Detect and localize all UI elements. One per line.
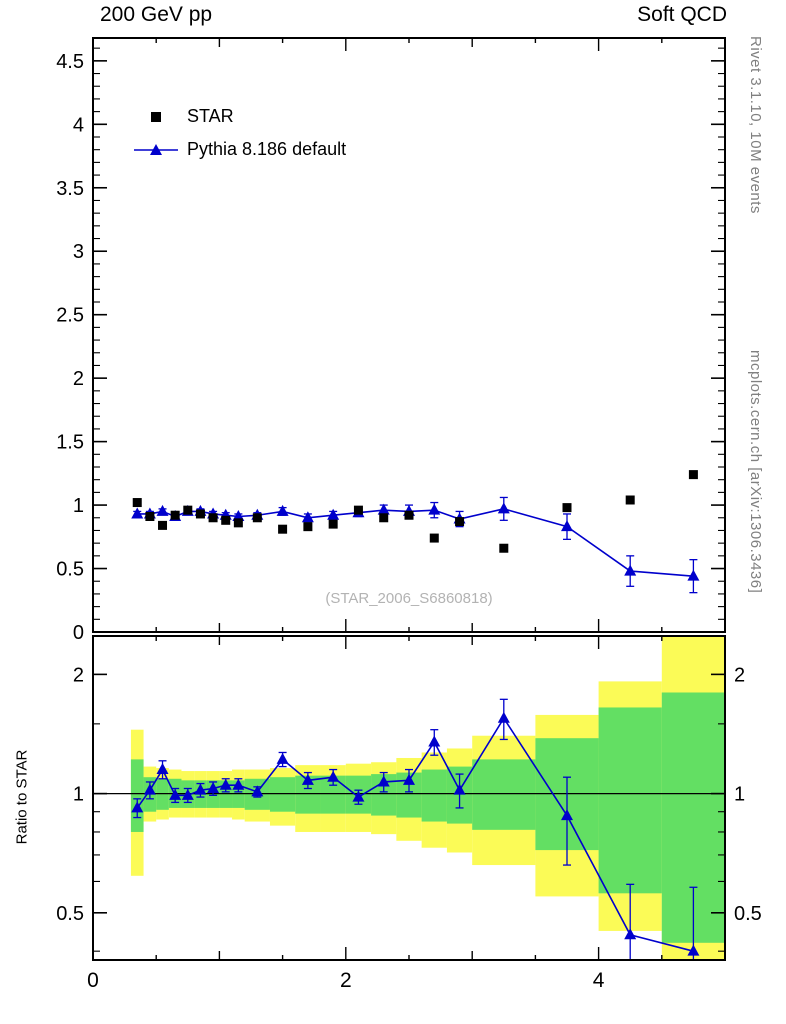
svg-text:4: 4 [593,969,605,992]
svg-text:1: 1 [73,495,84,517]
svg-text:0: 0 [73,622,84,644]
pythia-marker-icon [134,143,178,155]
svg-text:0: 0 [87,969,99,992]
legend-item-star: STAR [134,100,346,133]
mcplots-reference-label: mcplots.cern.ch [arXiv:1306.3436] [747,350,764,594]
svg-text:2: 2 [734,664,745,686]
svg-text:4: 4 [73,114,84,136]
process-label: Soft QCD [637,3,727,26]
svg-text:3.5: 3.5 [56,178,84,200]
svg-text:2.5: 2.5 [56,305,84,327]
svg-text:0.5: 0.5 [734,903,762,925]
svg-text:2: 2 [73,368,84,390]
axis-ticks: 0 0.5 1 1.5 2 2.5 3 3.5 4 4.5 0.5 0.5 1 1 2 2 0 2 4 [56,38,762,992]
svg-text:2: 2 [73,664,84,686]
svg-text:0.5: 0.5 [56,903,84,925]
star-marker-icon [151,111,161,122]
svg-text:0.5: 0.5 [56,559,84,581]
ratio-axis-label: Ratio to STAR [13,749,31,845]
svg-text:4.5: 4.5 [56,51,84,73]
svg-text:2: 2 [340,969,352,992]
ratio-series [131,698,700,960]
svg-text:3: 3 [73,241,84,263]
legend-label-star: STAR [187,106,234,126]
svg-text:1: 1 [734,784,745,806]
pythia-series [131,496,700,594]
legend: STAR Pythia 8.186 default [134,100,346,166]
legend-item-pythia: Pythia 8.186 default [134,133,346,166]
svg-text:1: 1 [73,784,84,806]
legend-label-pythia: Pythia 8.186 default [187,139,347,159]
analysis-watermark: (STAR_2006_S6860818) [325,590,493,607]
svg-text:1.5: 1.5 [56,432,84,454]
rivet-version-label: Rivet 3.1.10, 10M events [747,36,764,214]
uncertainty-bands [130,636,725,960]
star-series [132,470,698,553]
beam-label: 200 GeV pp [100,3,213,26]
